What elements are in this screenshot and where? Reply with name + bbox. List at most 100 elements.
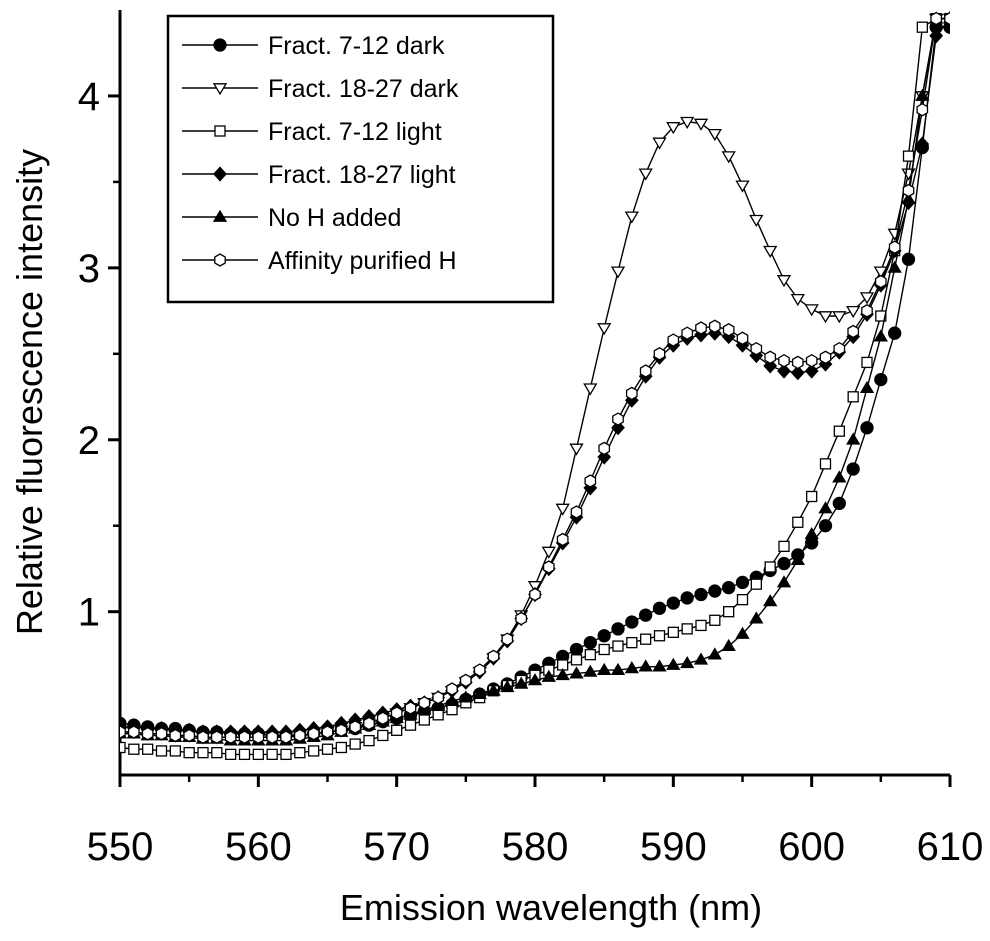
data-point [515, 611, 528, 626]
data-point [432, 709, 444, 721]
data-point [819, 350, 832, 365]
data-point [666, 596, 680, 610]
data-point [735, 180, 750, 193]
data-point [321, 743, 334, 755]
data-point [735, 337, 750, 353]
data-point [791, 355, 804, 370]
data-point [280, 748, 292, 761]
data-point [638, 659, 653, 672]
data-point [818, 356, 833, 372]
data-point [777, 363, 791, 379]
data-point [155, 726, 168, 741]
data-point [680, 591, 694, 605]
x-tick-label: 570 [363, 825, 430, 869]
data-point [832, 311, 847, 324]
data-point [749, 214, 764, 227]
data-point [280, 730, 292, 744]
y-tick-label: 4 [78, 75, 100, 119]
data-point [529, 587, 541, 602]
data-point [584, 474, 597, 488]
data-point [902, 150, 915, 162]
data-point [859, 292, 875, 305]
data-point [667, 626, 679, 638]
data-point [210, 730, 223, 744]
data-point [707, 647, 722, 660]
data-point [349, 720, 362, 734]
data-point [833, 425, 845, 437]
data-point [266, 730, 279, 744]
legend-marker [213, 166, 227, 182]
data-point [916, 21, 928, 33]
data-point [722, 580, 736, 595]
data-point [653, 347, 666, 361]
data-point [569, 642, 584, 657]
data-point [598, 441, 611, 456]
data-point [819, 458, 832, 470]
data-point [446, 682, 458, 696]
data-point [861, 304, 873, 318]
data-point [763, 245, 778, 258]
data-point [624, 661, 639, 674]
data-point [120, 741, 126, 754]
data-point [639, 364, 652, 378]
data-point [197, 747, 209, 759]
legend-label: Fract. 18-27 light [268, 161, 456, 189]
data-point [764, 561, 776, 573]
data-point [695, 321, 707, 335]
data-point [721, 638, 736, 651]
data-point [404, 719, 417, 731]
data-point [141, 726, 154, 741]
data-point [806, 490, 818, 503]
data-point [652, 659, 667, 672]
data-point [776, 275, 792, 288]
data-point [335, 741, 347, 754]
data-point [597, 662, 612, 675]
data-point [238, 748, 251, 761]
data-point [818, 519, 833, 533]
data-point [293, 728, 306, 743]
data-point [695, 619, 707, 632]
data-point [846, 462, 860, 476]
data-point [308, 745, 320, 757]
data-point [694, 327, 708, 343]
data-point [583, 635, 597, 650]
legend-label: No H added [268, 204, 401, 232]
data-point [874, 372, 888, 387]
tick-labels: 550 560 570 580 590 600 610 1 2 3 4 [78, 75, 984, 869]
x-tick-label: 550 [87, 825, 154, 869]
data-point [777, 556, 791, 571]
legend-entry: Fract. 18-27 light [182, 161, 456, 189]
data-point [763, 358, 778, 374]
data-point [612, 412, 624, 426]
data-point [376, 711, 389, 726]
data-point [252, 730, 265, 744]
data-point [527, 581, 543, 594]
data-point [708, 319, 721, 334]
x-axis-title: Emission wavelength (nm) [340, 887, 762, 928]
data-point [444, 693, 460, 706]
data-point [778, 353, 790, 368]
data-point [764, 350, 777, 365]
data-point [569, 666, 584, 679]
data-point [569, 443, 584, 456]
data-point [859, 380, 875, 394]
data-point [542, 560, 555, 574]
data-point [832, 470, 847, 483]
data-point [527, 673, 543, 686]
legend-label: Fract. 7-12 dark [268, 32, 445, 60]
data-point [750, 341, 763, 356]
data-point [681, 326, 694, 340]
data-point [873, 266, 888, 279]
data-point [570, 505, 583, 519]
data-point [584, 649, 596, 661]
data-point [294, 747, 306, 759]
data-point [611, 420, 625, 436]
data-point [721, 151, 736, 164]
data-point [472, 686, 487, 700]
legend-entry: Fract. 7-12 light [182, 118, 442, 146]
data-point [183, 747, 195, 759]
data-point [541, 546, 556, 559]
data-point [211, 747, 223, 759]
data-point [640, 633, 652, 645]
data-point [930, 11, 943, 26]
